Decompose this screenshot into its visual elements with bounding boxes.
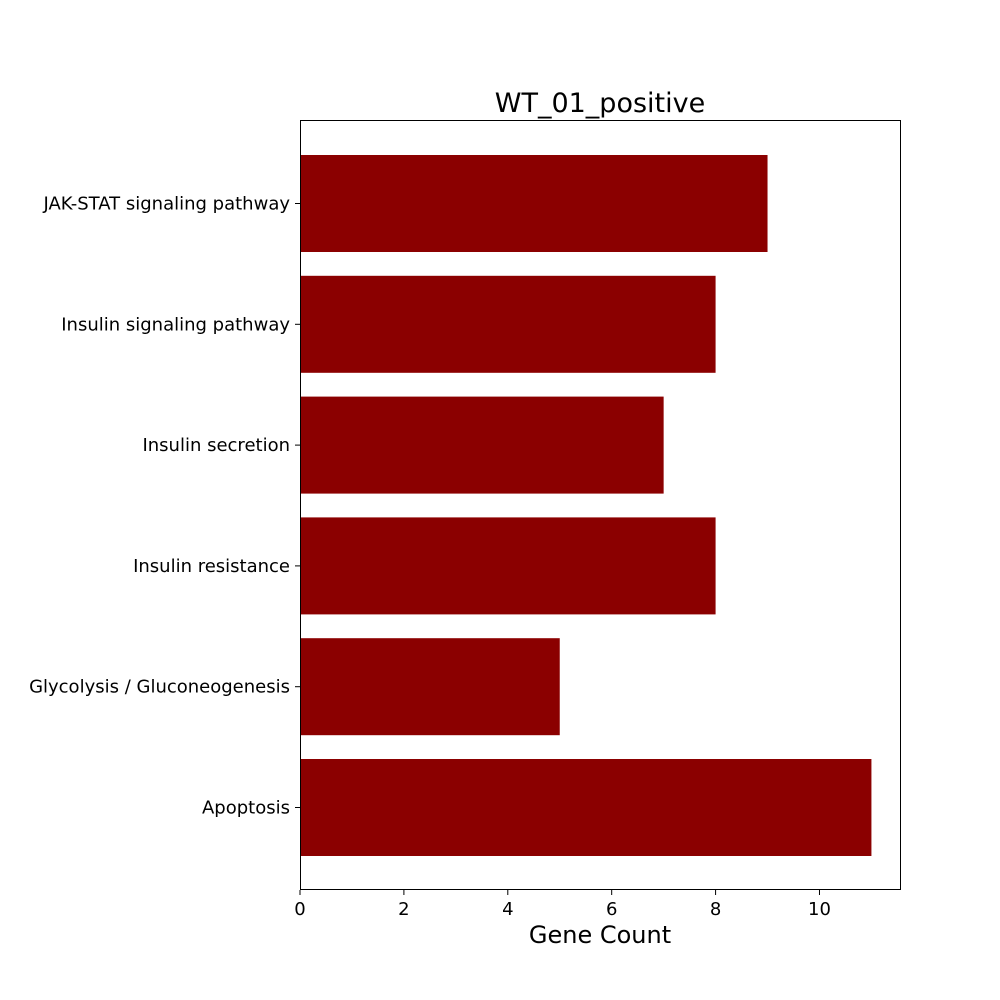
chart-title: WT_01_positive xyxy=(495,88,705,119)
y-tick-label: Insulin signaling pathway xyxy=(61,314,290,335)
y-tick-label: Insulin secretion xyxy=(142,435,290,456)
y-tick-label: Insulin resistance xyxy=(133,556,290,577)
bars-group xyxy=(300,155,872,856)
y-tick-label: Apoptosis xyxy=(202,798,290,819)
x-tick-label: 2 xyxy=(398,899,409,920)
bar-insulin-signaling-pathway xyxy=(300,275,716,373)
x-tick-label: 6 xyxy=(606,899,617,920)
y-tick-label: JAK-STAT signaling pathway xyxy=(43,194,291,215)
x-axis-ticks: 0 2 4 6 8 10 xyxy=(294,890,831,920)
bar-jak-stat-signaling-pathway xyxy=(300,155,768,252)
y-tick-label: Glycolysis / Gluconeogenesis xyxy=(29,677,290,698)
x-tick-label: 8 xyxy=(710,899,721,920)
plot-frame xyxy=(300,120,901,890)
y-axis-ticks: JAK-STAT signaling pathway Insulin signal… xyxy=(29,194,300,819)
x-axis-label: Gene Count xyxy=(529,921,671,949)
x-tick-label: 10 xyxy=(808,899,831,920)
bar-apoptosis xyxy=(300,759,872,856)
bar-insulin-secretion xyxy=(300,396,664,494)
x-tick-label: 0 xyxy=(294,899,305,920)
x-tick-label: 4 xyxy=(502,899,513,920)
bar-insulin-resistance xyxy=(300,517,716,615)
bar-glycolysis-gluconeogenesis xyxy=(300,638,560,736)
